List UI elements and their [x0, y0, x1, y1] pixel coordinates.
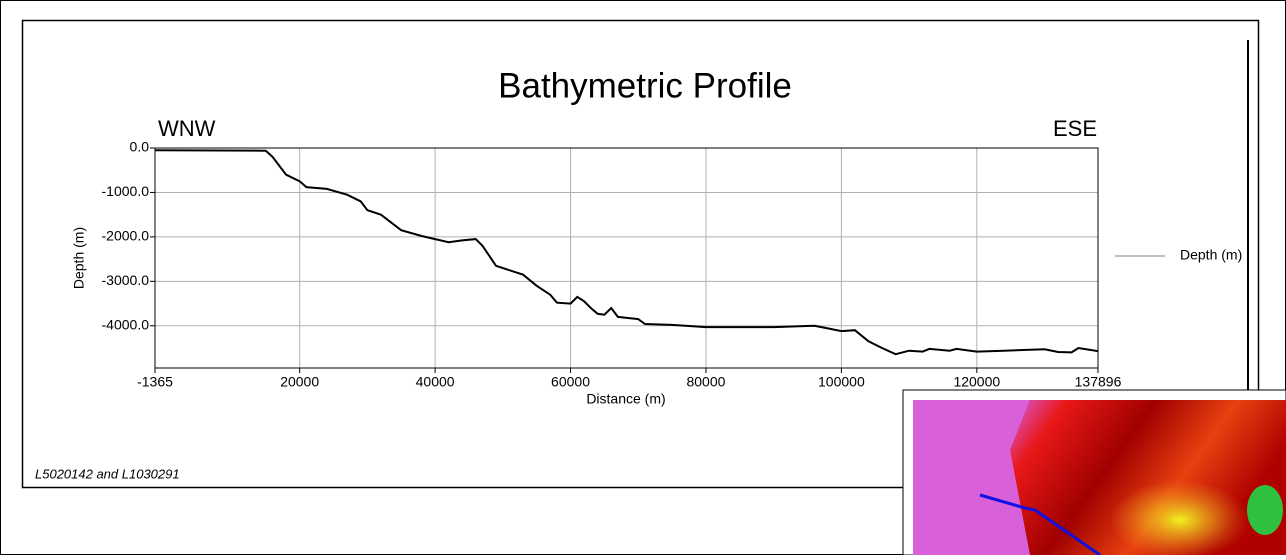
x-tick-label: 100000: [818, 374, 865, 390]
left-direction: WNW: [158, 116, 216, 141]
x-tick-label: 60000: [551, 374, 590, 390]
y-tick-label: 0.0: [130, 139, 150, 155]
y-tick-label: -1000.0: [102, 183, 150, 199]
legend-label: Depth (m): [1180, 247, 1242, 263]
x-tick-label: -1365: [137, 374, 173, 390]
chart-title: Bathymetric Profile: [498, 66, 792, 105]
footnote: L5020142 and L1030291: [35, 466, 180, 481]
y-tick-label: -4000.0: [102, 316, 150, 332]
x-tick-label: 40000: [416, 374, 455, 390]
x-tick-label: 137896: [1075, 374, 1122, 390]
page: Bathymetric Profile WNW ESE Distance (m)…: [0, 0, 1286, 555]
x-tick-label: 20000: [280, 374, 319, 390]
x-tick-label: 120000: [953, 374, 1000, 390]
y-tick-label: -2000.0: [102, 228, 150, 244]
map-land: [1247, 485, 1283, 535]
y-tick-label: -3000.0: [102, 272, 150, 288]
y-axis-label: Depth (m): [71, 227, 87, 289]
map-shelf: [913, 400, 1030, 555]
map-inset: [903, 390, 1286, 555]
right-direction: ESE: [1053, 116, 1097, 141]
x-tick-label: 80000: [686, 374, 725, 390]
plot: 0.0 -1000.0 -2000.0 -3000.0 -4000.0 -1365 2000…: [102, 139, 1243, 390]
x-axis-label: Distance (m): [586, 391, 665, 407]
plot-area: [155, 148, 1098, 368]
